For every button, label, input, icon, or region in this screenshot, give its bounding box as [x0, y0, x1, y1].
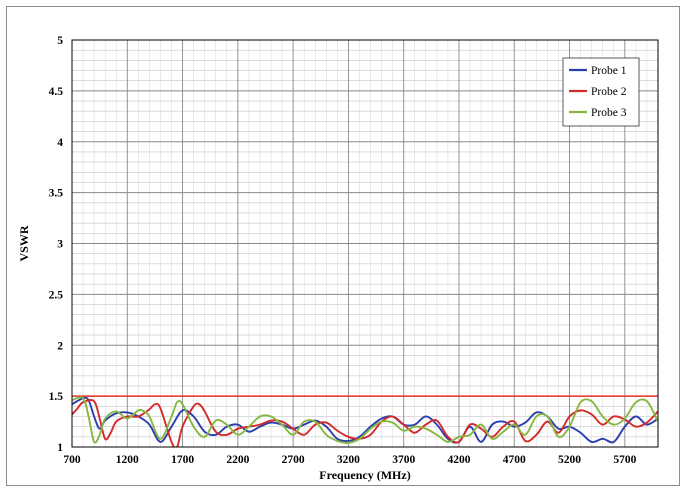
x-tick-label: 700	[63, 454, 81, 466]
x-tick-label: 5200	[558, 454, 581, 466]
legend-label: Probe 2	[591, 86, 627, 98]
y-tick-label: 3	[57, 239, 63, 251]
y-tick-label: 5	[57, 35, 63, 47]
x-tick-label: 1700	[171, 454, 194, 466]
y-tick-label: 4	[57, 137, 63, 149]
x-tick-label: 2700	[282, 454, 305, 466]
x-tick-label: 4700	[503, 454, 526, 466]
series-layer	[72, 396, 658, 447]
series-line-probe-2	[72, 399, 658, 447]
x-tick-label: 3200	[337, 454, 360, 466]
plot-border	[71, 39, 659, 448]
y-tick-label: 2.5	[49, 289, 64, 301]
y-tick-label: 3.5	[49, 188, 64, 200]
x-axis-title: Frequency (MHz)	[319, 468, 410, 482]
x-tick-labels: 700 1200 1700 2200 2700 3200 3700 4200 4700 5200 5…	[63, 454, 636, 466]
y-tick-label: 1	[57, 442, 63, 454]
y-tick-label: 4.5	[49, 86, 64, 98]
x-tick-label: 2200	[226, 454, 249, 466]
x-tick-label: 4200	[447, 454, 470, 466]
legend: Probe 1 Probe 2 Probe 3	[562, 57, 640, 127]
x-tick-label: 5700	[613, 454, 636, 466]
y-tick-label: 2	[57, 340, 63, 352]
y-tick-labels: 1 1.5 2 2.5 3 3.5 4 4.5 5	[49, 35, 64, 454]
y-tick-label: 1.5	[49, 391, 64, 403]
y-axis-title: VSWR	[17, 225, 31, 261]
legend-label: Probe 3	[591, 107, 627, 119]
series-line-probe-3	[72, 396, 658, 444]
legend-label: Probe 1	[591, 65, 627, 77]
series-line-probe-1	[72, 396, 658, 444]
x-tick-label: 3700	[392, 454, 415, 466]
x-tick-label: 1200	[116, 454, 139, 466]
